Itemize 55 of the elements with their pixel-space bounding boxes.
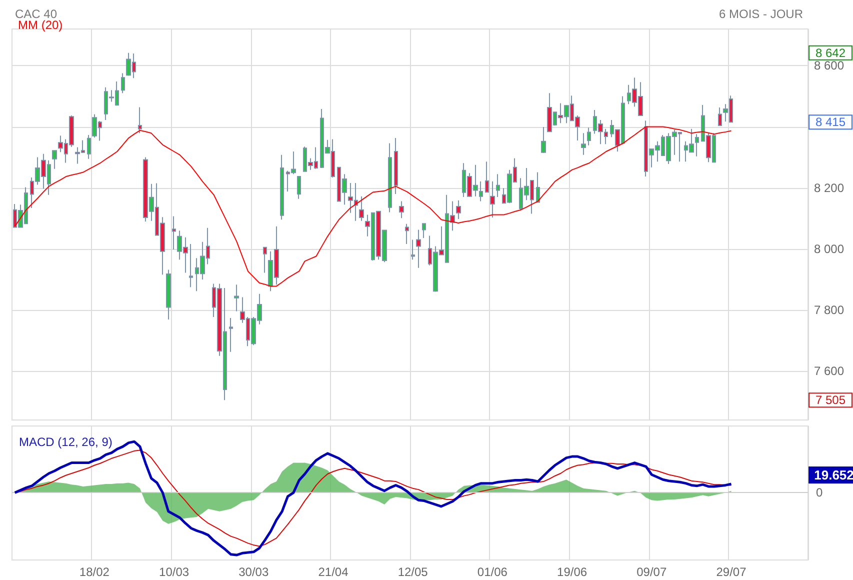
candlestick <box>496 174 500 198</box>
ref-line-label: 0 <box>816 486 823 500</box>
candlestick <box>485 161 489 193</box>
y-tick-label: 8 200 <box>814 180 844 195</box>
candlestick <box>718 107 722 126</box>
x-tick-label: 10/03 <box>159 565 190 579</box>
candlestick <box>479 180 483 202</box>
candlestick <box>359 196 364 222</box>
candlestick <box>536 172 540 203</box>
text: 19.652 <box>814 467 853 482</box>
candlestick <box>121 72 125 94</box>
y-tick-label: 7 800 <box>814 303 844 318</box>
candlestick <box>695 134 699 157</box>
candlestick <box>490 180 495 218</box>
y-tick-label: 7 600 <box>814 364 844 378</box>
candlestick <box>399 200 404 219</box>
text: 6 MOIS - JOUR <box>718 7 804 21</box>
candlestick <box>416 229 421 268</box>
candlestick <box>280 154 284 220</box>
x-tick-label: 19/06 <box>557 565 588 579</box>
x-tick-label: 09/07 <box>636 565 667 579</box>
chart-title: MACD (12, 26, 9) <box>19 435 112 449</box>
candlestick <box>138 106 142 134</box>
candlestick <box>263 246 267 274</box>
candlestick <box>456 200 461 220</box>
x-tick-label: 21/04 <box>318 565 349 579</box>
text: MM (20) <box>18 18 63 32</box>
candlestick <box>422 223 426 238</box>
candlestick <box>388 142 392 213</box>
candlestick <box>297 176 301 200</box>
candlestick <box>405 223 409 245</box>
text: 8 642 <box>815 46 846 60</box>
candlestick <box>87 134 91 160</box>
x-tick-label: 30/03 <box>238 565 269 579</box>
candlestick <box>172 216 176 250</box>
candlestick <box>581 132 586 156</box>
candlestick <box>587 127 591 146</box>
text: 7 505 <box>815 393 846 408</box>
line-series <box>14 126 732 287</box>
y-tick-label: 8 600 <box>814 58 844 73</box>
text: 8 415 <box>815 115 846 130</box>
candlestick <box>541 126 546 154</box>
x-tick-label: 29/07 <box>716 565 747 579</box>
x-tick-label: 12/05 <box>398 565 428 579</box>
candlestick <box>166 269 171 320</box>
x-tick-label: 01/06 <box>477 565 508 579</box>
candlestick <box>189 244 193 288</box>
candlestick <box>229 317 233 352</box>
candlestick <box>394 138 398 194</box>
candlestick <box>52 150 57 170</box>
y-tick-label: 8 000 <box>814 242 844 256</box>
chart-title: CAC 40 <box>15 7 58 21</box>
x-tick-label: 18/02 <box>79 565 110 579</box>
candlestick <box>234 284 239 312</box>
candlestick <box>411 239 415 260</box>
